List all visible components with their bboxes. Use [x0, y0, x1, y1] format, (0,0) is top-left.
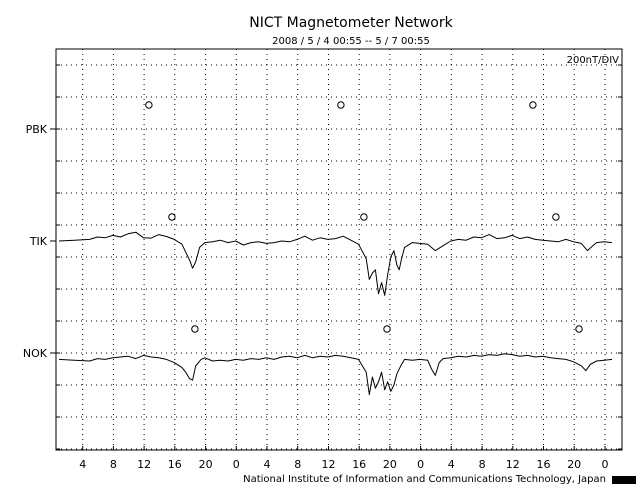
x-tick-label-1: 8	[110, 458, 117, 471]
marker-pbk-0	[145, 101, 153, 109]
station-label-tik: TIK	[29, 235, 48, 248]
x-tick-label-16: 20	[567, 458, 581, 471]
tick-marks	[56, 64, 622, 450]
plot-frame	[55, 48, 623, 451]
marker-nok-0	[191, 325, 199, 333]
series-traces	[58, 231, 613, 396]
x-tick-label-5: 0	[233, 458, 240, 471]
marker-pbk-2	[529, 101, 537, 109]
x-tick-label-13: 8	[479, 458, 486, 471]
station-label-nok: NOK	[23, 347, 48, 360]
grid	[56, 49, 622, 450]
x-tick-label-9: 16	[352, 458, 366, 471]
x-tick-label-0: 4	[79, 458, 86, 471]
marker-nok-1	[383, 325, 391, 333]
x-tick-label-11: 0	[417, 458, 424, 471]
trace-tik	[58, 231, 613, 296]
x-tick-labels: 4 8 12 16 20 0 4 8 12 16 20 0 4 8 12 16 20 0	[79, 458, 608, 471]
x-tick-label-14: 12	[506, 458, 520, 471]
x-tick-label-17: 0	[602, 458, 609, 471]
chart-subtitle: 2008 / 5 / 4 00:55 -- 5 / 7 00:55	[272, 36, 430, 47]
x-tick-label-2: 12	[137, 458, 151, 471]
x-tick-label-8: 12	[322, 458, 336, 471]
station-label-pbk: PBK	[26, 123, 48, 136]
x-tick-label-3: 16	[168, 458, 182, 471]
x-tick-label-7: 8	[294, 458, 301, 471]
x-tick-label-15: 16	[537, 458, 551, 471]
local-midnight-markers	[145, 101, 583, 333]
marker-tik-2	[552, 213, 560, 221]
x-tick-label-6: 4	[264, 458, 271, 471]
footer-credit: National Institute of Information and Co…	[243, 474, 606, 485]
marker-tik-1	[360, 213, 368, 221]
scale-label: 200nT/DIV	[567, 55, 620, 66]
trace-nok	[58, 353, 613, 396]
marker-tik-0	[168, 213, 176, 221]
chart-title: NICT Magnetometer Network	[249, 15, 453, 31]
marker-nok-2	[575, 325, 583, 333]
x-tick-label-12: 4	[448, 458, 455, 471]
x-tick-label-10: 20	[383, 458, 397, 471]
x-tick-label-4: 20	[199, 458, 213, 471]
footer-logo-mark	[612, 476, 636, 484]
station-labels: PBK TIK NOK	[23, 123, 56, 360]
marker-pbk-1	[337, 101, 345, 109]
